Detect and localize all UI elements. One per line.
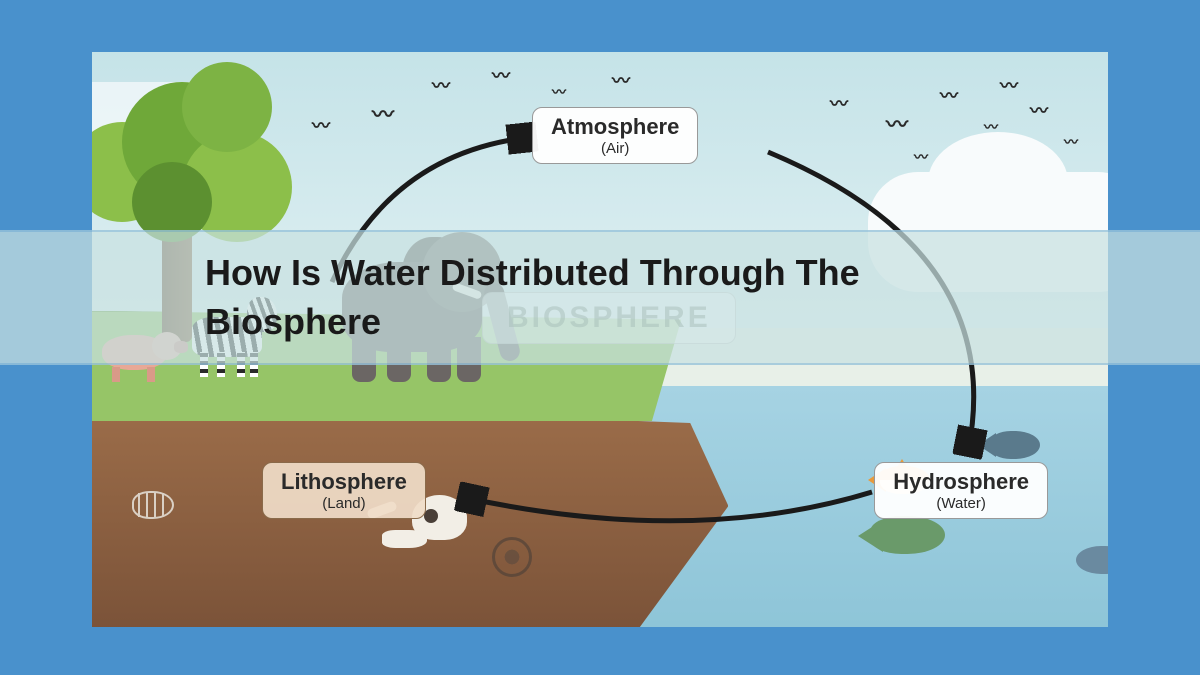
hydrosphere-label: Hydrosphere (Water) [874, 462, 1048, 519]
label-title: Lithosphere [281, 469, 407, 495]
fish-icon [1068, 542, 1108, 577]
fossil-fish-icon [122, 487, 182, 522]
bird-icon: 〰 [1030, 97, 1048, 123]
label-sub: (Land) [281, 495, 407, 512]
bird-icon: 〰 [1064, 132, 1078, 152]
bird-icon: 〰 [1000, 72, 1018, 98]
atmosphere-label: Atmosphere (Air) [532, 107, 698, 164]
bird-icon: 〰 [830, 90, 848, 116]
bird-icon: 〰 [612, 67, 630, 93]
bird-icon: 〰 [940, 82, 958, 108]
bird-icon: 〰 [552, 82, 566, 102]
page-title: How Is Water Distributed Through The Bio… [205, 249, 955, 346]
label-sub: (Air) [551, 140, 679, 157]
bird-icon: 〰 [432, 72, 450, 98]
arrow-hydro-to-lith [442, 437, 892, 557]
bird-icon: 〰 [492, 62, 510, 88]
label-title: Hydrosphere [893, 469, 1029, 495]
title-overlay: How Is Water Distributed Through The Bio… [0, 230, 1200, 365]
label-title: Atmosphere [551, 114, 679, 140]
label-sub: (Water) [893, 495, 1029, 512]
lithosphere-label: Lithosphere (Land) [262, 462, 426, 519]
